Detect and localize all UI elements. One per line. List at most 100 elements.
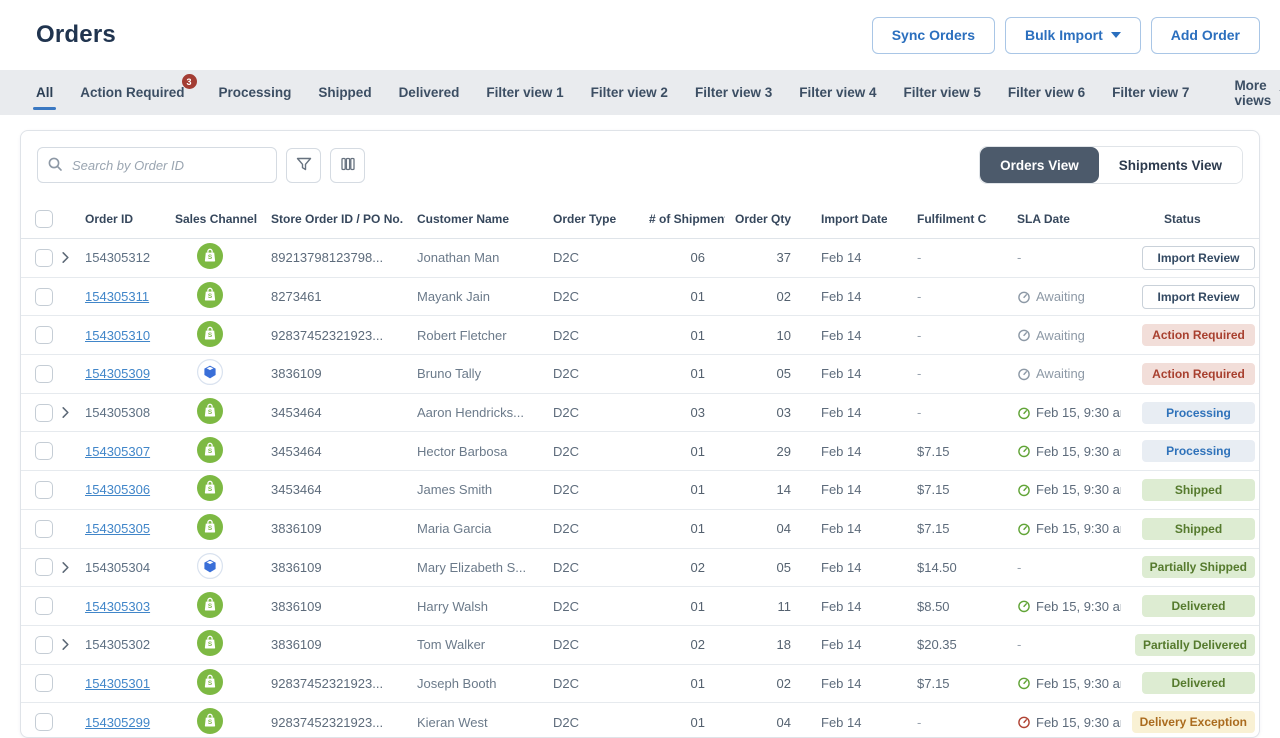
sla-date-cell: Awaiting: [987, 366, 1121, 381]
add-order-button[interactable]: Add Order: [1150, 16, 1260, 54]
bulk-import-button[interactable]: Bulk Import: [1004, 16, 1141, 54]
tab-processing[interactable]: Processing: [219, 70, 292, 115]
table-row: 154305307 S 3453464 Hector Barbosa D2C 01 29 Fe…: [21, 432, 1259, 472]
row-checkbox[interactable]: [35, 480, 53, 499]
sales-channel-cell: S: [175, 243, 271, 272]
tab-delivered[interactable]: Delivered: [399, 70, 460, 115]
shipments-count-cell: 02: [690, 637, 705, 653]
row-expander-cell: [59, 251, 85, 264]
toggle-shipments-view[interactable]: Shipments View: [1098, 147, 1242, 183]
tab-label: Filter view 6: [1007, 85, 1086, 100]
row-checkbox[interactable]: [35, 326, 53, 345]
table-row: 154305311 S 8273461 Mayank Jain D2C 01 02 Feb 1…: [21, 278, 1259, 317]
row-checkbox[interactable]: [35, 635, 53, 654]
order-id-link[interactable]: 154305311: [85, 289, 150, 305]
sla-date-cell: -: [987, 250, 1121, 265]
store-order-id-cell: 92837452321923...: [271, 714, 384, 730]
sales-channel-cell: S: [175, 475, 271, 504]
table-row: 154305305 S 3836109 Maria Garcia D2C 01 04 Feb …: [21, 510, 1259, 549]
customer-name-cell: Aaron Hendricks...: [417, 405, 524, 421]
select-all-checkbox[interactable]: [35, 209, 53, 228]
row-checkbox[interactable]: [35, 713, 53, 732]
filter-button[interactable]: [286, 147, 321, 183]
status-cell: Shipped: [1121, 478, 1259, 501]
expand-row-chevron-icon[interactable]: [59, 561, 72, 574]
row-checkbox[interactable]: [35, 519, 53, 538]
sales-channel-cell: S: [175, 630, 271, 659]
column-header-order-qty: Order Qty: [734, 211, 791, 226]
tab-label: Filter view 2: [590, 85, 668, 100]
row-select-cell: [21, 248, 59, 267]
row-checkbox[interactable]: [35, 287, 53, 306]
sales-channel-cell: S: [175, 320, 271, 350]
order-id-link[interactable]: 154305305: [85, 521, 151, 537]
chevron-down-icon: [1110, 32, 1121, 38]
status-badge: Delivered: [1142, 672, 1255, 695]
shopify-channel-icon: S: [197, 514, 223, 541]
column-header-sales-channel: Sales Channel: [175, 211, 258, 226]
tab-shipped[interactable]: Shipped: [318, 70, 371, 115]
expand-row-chevron-icon[interactable]: [59, 638, 72, 651]
tab-filter-view-5[interactable]: Filter view 5: [904, 70, 981, 115]
import-date-cell: Feb 14: [821, 482, 862, 498]
manage-columns-button[interactable]: [330, 147, 365, 183]
customer-name-cell: Mary Elizabeth S...: [417, 559, 527, 575]
more-views-dropdown[interactable]: More views: [1234, 78, 1280, 108]
table-row: 154305304 3836109 Mary Elizabeth S... D2C 02…: [21, 549, 1259, 588]
store-order-id-cell: 92837452321923...: [271, 327, 384, 343]
order-id-link[interactable]: 154305307: [85, 443, 151, 459]
status-cell: Processing: [1121, 440, 1259, 463]
sla-date-value: Feb 15, 9:30 am: [1036, 598, 1121, 614]
svg-text:S: S: [208, 641, 213, 648]
view-toggle: Orders View Shipments View: [979, 146, 1243, 184]
fulfilment-cost-cell: $7.15: [917, 482, 950, 498]
column-header-order-id: Order ID: [85, 211, 134, 226]
svg-text:S: S: [208, 680, 213, 687]
row-checkbox[interactable]: [35, 674, 53, 693]
tab-label: Shipped: [318, 85, 372, 100]
order-id-link[interactable]: 154305301: [85, 675, 151, 691]
customer-name-cell: Jonathan Man: [417, 250, 500, 266]
tab-filter-view-2[interactable]: Filter view 2: [591, 70, 668, 115]
order-id-cell: 154305308: [85, 405, 175, 420]
toggle-orders-view[interactable]: Orders View: [980, 147, 1099, 183]
order-id-link[interactable]: 154305303: [85, 598, 151, 614]
tab-filter-view-3[interactable]: Filter view 3: [695, 70, 772, 115]
order-id-link[interactable]: 154305299: [85, 714, 151, 730]
tab-filter-view-4[interactable]: Filter view 4: [799, 70, 876, 115]
sla-clock-icon: [1017, 599, 1031, 613]
row-checkbox[interactable]: [35, 558, 53, 577]
tab-filter-view-7[interactable]: Filter view 7: [1112, 70, 1189, 115]
sync-orders-button[interactable]: Sync Orders: [871, 16, 995, 54]
tab-all[interactable]: All: [32, 70, 57, 115]
customer-name-cell: Kieran West: [417, 714, 488, 730]
expand-row-chevron-icon[interactable]: [59, 251, 72, 264]
column-header-import-date[interactable]: Import Date: [791, 212, 887, 226]
row-checkbox[interactable]: [35, 248, 53, 267]
order-id-link[interactable]: 154305309: [85, 366, 151, 382]
import-date-label: Import Date: [821, 211, 887, 226]
store-order-id-cell: 3836109: [271, 559, 322, 575]
row-checkbox[interactable]: [35, 403, 53, 422]
tab-action-required[interactable]: Action Required 3: [80, 70, 197, 115]
row-checkbox[interactable]: [35, 597, 53, 616]
expand-row-chevron-icon[interactable]: [59, 406, 72, 419]
row-checkbox[interactable]: [35, 442, 53, 461]
table-row: 154305303 S 3836109 Harry Walsh D2C 01 11 Feb 1…: [21, 587, 1259, 626]
row-select-cell: [21, 480, 59, 499]
order-id-link[interactable]: 154305310: [85, 327, 151, 343]
shopify-channel-icon: S: [197, 707, 223, 734]
order-qty-cell: 02: [776, 289, 791, 305]
order-type-cell: D2C: [553, 675, 580, 691]
tab-filter-view-1[interactable]: Filter view 1: [486, 70, 563, 115]
order-type-cell: D2C: [553, 559, 580, 575]
table-row: 154305301 S 92837452321923... Joseph Booth D…: [21, 665, 1259, 704]
order-qty-cell: 29: [776, 443, 791, 459]
order-qty-cell: 11: [777, 598, 792, 614]
search-input[interactable]: [37, 147, 277, 183]
tab-filter-view-6[interactable]: Filter view 6: [1008, 70, 1085, 115]
order-id-link[interactable]: 154305306: [85, 482, 151, 498]
row-checkbox[interactable]: [35, 364, 53, 383]
sla-date-cell: Feb 15, 9:30 am: [987, 715, 1121, 730]
